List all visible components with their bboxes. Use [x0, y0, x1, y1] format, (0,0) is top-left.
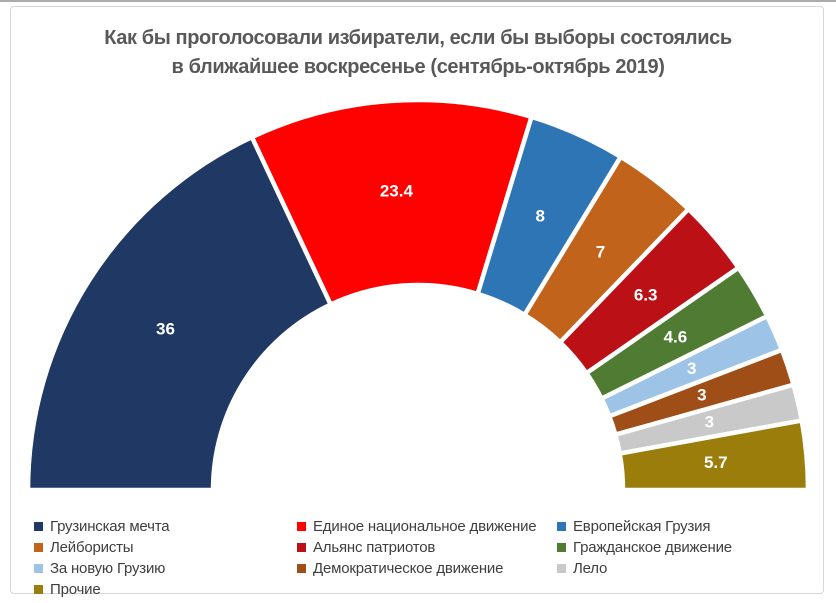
legend-item: Гражданское движение [557, 539, 814, 556]
legend-swatch-icon [557, 543, 566, 552]
pie-segment-value-label: 3 [705, 412, 714, 431]
pie-segment-value-label: 5.7 [704, 453, 728, 472]
legend-swatch-icon [297, 564, 306, 573]
pie-segment [617, 418, 811, 493]
legend-swatch-icon [557, 522, 566, 531]
pie-segment-value-label: 7 [596, 243, 605, 262]
legend-item: Альянс патриотов [297, 539, 557, 556]
legend-item: Демократическое движение [297, 560, 557, 577]
legend-label: Прочие [50, 581, 101, 598]
legend-label: Демократическое движение [313, 560, 504, 577]
pie-segment-value-label: 3 [697, 385, 706, 404]
legend-label: Лейбористы [50, 539, 134, 556]
legend-label: Лело [573, 560, 608, 577]
pie-segment-value-label: 8 [535, 207, 544, 226]
legend-item: За новую Грузию [34, 560, 297, 577]
legend-item: Лейбористы [34, 539, 297, 556]
legend-swatch-icon [34, 522, 43, 531]
pie-segment-value-label: 6.3 [634, 286, 658, 305]
chart-legend: Грузинская мечта Единое национальное движ… [34, 516, 814, 600]
legend-item: Европейская Грузия [557, 518, 814, 535]
legend-swatch-icon [297, 543, 306, 552]
legend-swatch-icon [34, 585, 43, 594]
pie-segment [249, 97, 534, 307]
pie-segment-value-label: 23.4 [380, 181, 414, 200]
legend-swatch-icon [34, 543, 43, 552]
legend-label: Грузинская мечта [50, 518, 170, 535]
legend-label: Европейская Грузия [573, 518, 711, 535]
legend-swatch-icon [557, 564, 566, 573]
legend-item: Грузинская мечта [34, 518, 297, 535]
pie-segment-value-label: 36 [156, 319, 175, 338]
window-top-edge [0, 0, 836, 2]
legend-item: Единое национальное движение [297, 518, 557, 535]
legend-item: Лело [557, 560, 814, 577]
pie-segment-value-label: 4.6 [664, 327, 688, 346]
legend-label: Гражданское движение [573, 539, 732, 556]
legend-label: Единое национальное движение [313, 518, 537, 535]
legend-item: Прочие [34, 581, 297, 598]
chart-title-line2: в ближайшее воскресенье (сентябрь-октябр… [171, 56, 665, 78]
chart-title-line1: Как бы проголосовали избиратели, если бы… [104, 27, 732, 49]
chart-title: Как бы проголосовали избиратели, если бы… [0, 24, 836, 82]
pie-segment [25, 134, 333, 493]
pie-segment-value-label: 3 [687, 359, 696, 378]
legend-swatch-icon [34, 564, 43, 573]
legend-label: Альянс патриотов [313, 539, 436, 556]
legend-label: За новую Грузию [50, 560, 166, 577]
pie-segments-group [25, 97, 811, 493]
legend-swatch-icon [297, 522, 306, 531]
